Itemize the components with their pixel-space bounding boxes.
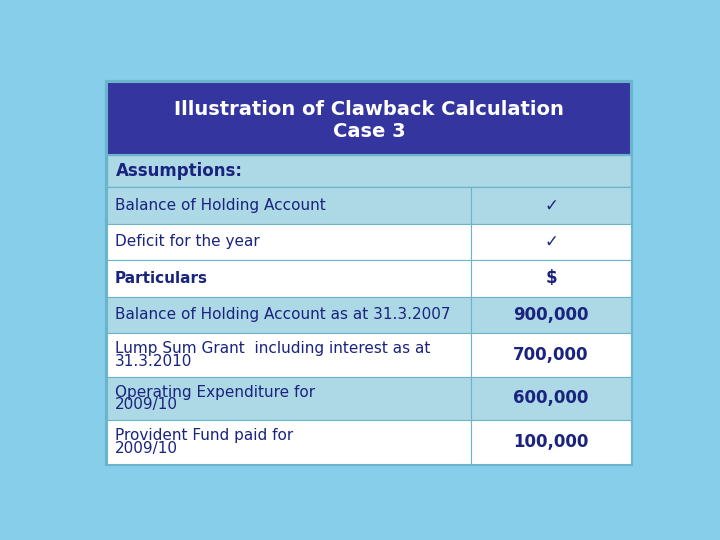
- Text: 600,000: 600,000: [513, 389, 589, 407]
- Bar: [107, 224, 471, 260]
- Text: 700,000: 700,000: [513, 346, 589, 364]
- Text: Deficit for the year: Deficit for the year: [114, 234, 259, 249]
- Text: Operating Expenditure for: Operating Expenditure for: [114, 385, 315, 400]
- Bar: [471, 187, 631, 224]
- Bar: [471, 260, 631, 296]
- Text: $: $: [545, 269, 557, 287]
- Text: 31.3.2010: 31.3.2010: [114, 354, 192, 369]
- Bar: [471, 377, 631, 420]
- Bar: [107, 333, 471, 377]
- Text: Assumptions:: Assumptions:: [117, 162, 243, 180]
- Bar: [107, 82, 631, 155]
- Text: Illustration of Clawback Calculation: Illustration of Clawback Calculation: [174, 100, 564, 119]
- Text: Particulars: Particulars: [114, 271, 208, 286]
- Text: 2009/10: 2009/10: [114, 441, 178, 456]
- Bar: [471, 224, 631, 260]
- Text: Provident Fund paid for: Provident Fund paid for: [114, 428, 293, 443]
- Bar: [471, 420, 631, 464]
- Bar: [107, 377, 471, 420]
- Text: 900,000: 900,000: [513, 306, 589, 324]
- Bar: [107, 296, 471, 333]
- Text: ✓: ✓: [544, 233, 558, 251]
- Bar: [471, 296, 631, 333]
- Text: Case 3: Case 3: [333, 122, 405, 141]
- Text: Balance of Holding Account: Balance of Holding Account: [114, 198, 325, 213]
- Text: Lump Sum Grant  including interest as at: Lump Sum Grant including interest as at: [114, 341, 430, 356]
- Text: 100,000: 100,000: [513, 433, 589, 451]
- Text: ✓: ✓: [544, 197, 558, 214]
- Bar: [471, 333, 631, 377]
- Bar: [107, 420, 471, 464]
- Bar: [107, 260, 471, 296]
- Text: 2009/10: 2009/10: [114, 397, 178, 412]
- Bar: [107, 187, 471, 224]
- Text: Balance of Holding Account as at 31.3.2007: Balance of Holding Account as at 31.3.20…: [114, 307, 450, 322]
- Bar: [107, 155, 631, 187]
